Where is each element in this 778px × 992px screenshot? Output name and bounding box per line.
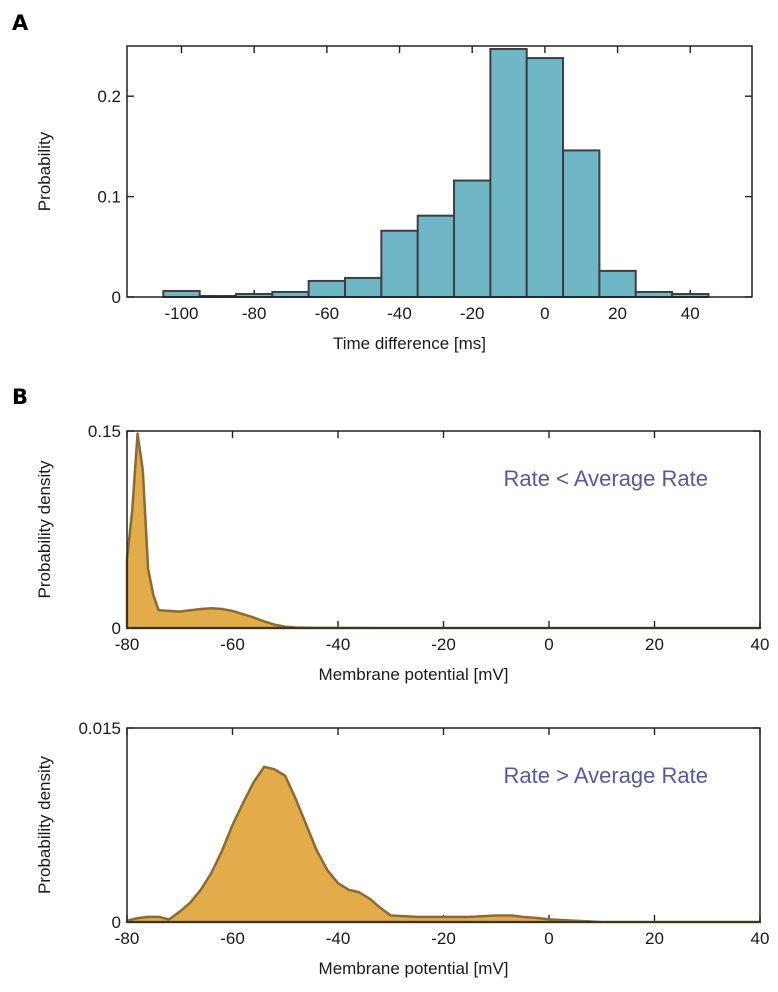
y-tick-label: 0.015 [78, 719, 121, 738]
density-chart-high-rate: -80 -60 -40 -20 0 20 40 0 0.015 Membrane potentia… [35, 719, 769, 978]
x-tick-label: 0 [540, 304, 549, 323]
x-tick-label: 40 [751, 635, 770, 654]
x-axis-title: Time difference [ms] [333, 334, 486, 353]
histogram-bar [453, 179, 492, 298]
x-tick-label: -80 [242, 304, 267, 323]
plot-frame [126, 45, 753, 298]
x-tick-label: -20 [431, 635, 456, 654]
x-tick-label: -20 [431, 929, 456, 948]
rate-annotation: Rate > Average Rate [504, 763, 708, 788]
y-tick-label: 0 [112, 913, 121, 932]
panel-label-b: B [12, 385, 28, 409]
histogram-bar [162, 289, 201, 299]
x-axis-title: Membrane potential [mV] [319, 959, 509, 978]
histogram-chart: -100 -80 -60 -40 -20 0 20 40 0 0.1 0.2 Time differe… [35, 45, 753, 353]
histogram-bar [416, 214, 456, 298]
y-axis-title: Probability [35, 131, 54, 211]
x-tick-label: -100 [164, 304, 198, 323]
x-tick-label: 40 [681, 304, 700, 323]
x-tick-label: -80 [115, 929, 140, 948]
histogram-bar [598, 269, 637, 298]
x-tick-label: -40 [326, 929, 351, 948]
histogram-bar [344, 276, 383, 299]
x-tick-label: -40 [326, 635, 351, 654]
x-axis-title: Membrane potential [mV] [319, 665, 509, 684]
y-tick-label: 0.15 [88, 422, 121, 441]
histogram-bar [489, 48, 528, 299]
density-chart-low-rate: -80 -60 -40 -20 0 20 40 0 0.15 Membrane potential… [35, 422, 769, 684]
x-tick-label: -40 [387, 304, 412, 323]
x-tick-label: 20 [645, 929, 664, 948]
x-tick-label: 40 [751, 929, 770, 948]
histogram-bar [634, 290, 674, 299]
density-area [125, 432, 762, 630]
y-tick-label: 0.2 [97, 87, 121, 106]
histogram-bar [525, 57, 565, 298]
x-tick-label: -20 [460, 304, 485, 323]
y-tick-label: 0 [112, 619, 121, 638]
y-tick-label: 0.1 [97, 188, 121, 207]
panel-label-a: A [12, 11, 29, 35]
plot-frame [126, 430, 761, 629]
x-tick-label: 0 [544, 929, 553, 948]
x-tick-label: 0 [544, 635, 553, 654]
histogram-bar [307, 279, 347, 299]
histogram-bar [271, 290, 310, 299]
histogram-bar [380, 229, 419, 298]
y-axis-title: Probability density [35, 460, 54, 598]
y-tick-label: 0 [112, 288, 121, 307]
histogram-bar [562, 149, 601, 298]
x-tick-label: 20 [608, 304, 627, 323]
rate-annotation: Rate < Average Rate [504, 466, 708, 491]
x-tick-label: -60 [220, 929, 245, 948]
x-tick-label: -60 [315, 304, 340, 323]
x-tick-label: -80 [115, 635, 140, 654]
density-area [125, 765, 762, 924]
x-tick-label: -60 [220, 635, 245, 654]
y-axis-title: Probability density [35, 756, 54, 894]
x-tick-label: 20 [645, 635, 664, 654]
plot-frame [126, 727, 761, 923]
